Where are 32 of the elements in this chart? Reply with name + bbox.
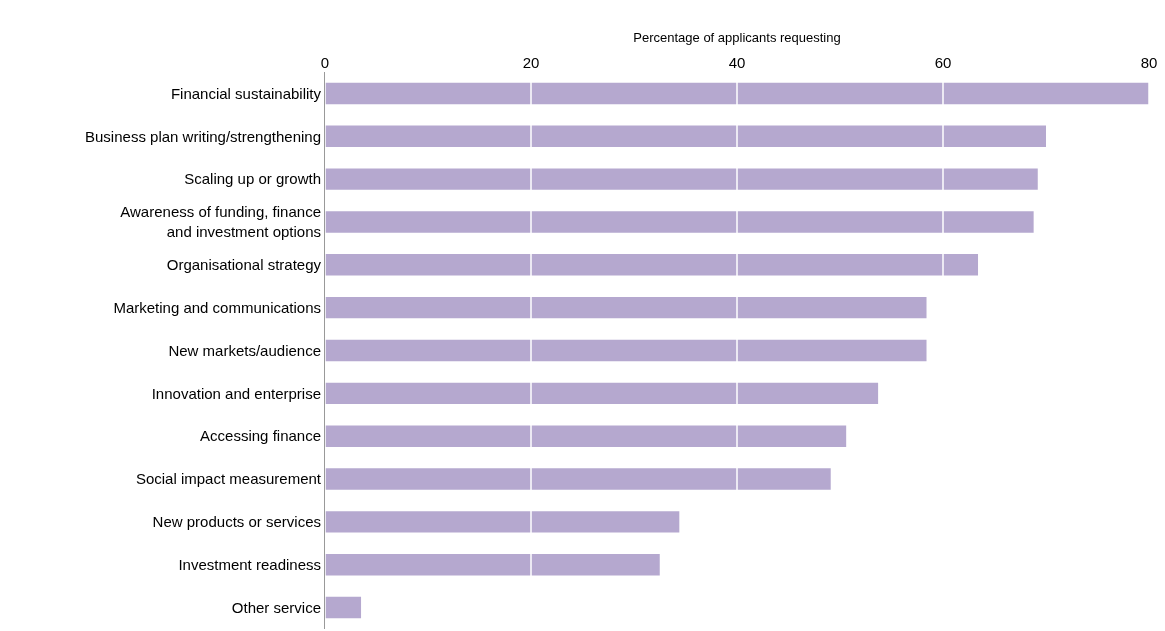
bar (325, 339, 927, 362)
y-tick-label: Awareness of funding, finance and investment options (120, 203, 321, 240)
bar (325, 511, 680, 533)
bar (325, 168, 1038, 190)
bar (325, 425, 847, 447)
x-tick-label: 20 (522, 54, 540, 71)
x-tick-label: 40 (728, 54, 746, 71)
y-tick-label: Investment readiness (178, 555, 321, 573)
bar (325, 211, 1034, 233)
y-tick-label: Organisational strategy (166, 256, 322, 274)
bar (325, 82, 1149, 105)
bar (325, 125, 1046, 147)
x-tick-label: 80 (1140, 54, 1158, 71)
x-axis-title: Percentage of applicants requesting (633, 29, 841, 45)
bar (325, 254, 979, 276)
y-tick-label: Social impact measurement (135, 470, 322, 488)
y-tick-label: Scaling up or growth (184, 170, 321, 188)
y-tick-label: New products or services (152, 513, 321, 531)
y-tick-label: New markets/audience (168, 341, 321, 359)
bar (325, 596, 362, 619)
y-tick-label: Innovation and enterprise (151, 384, 321, 402)
y-tick-label: Accessing finance (200, 427, 321, 445)
y-tick-label: Business plan writing/strengthening (85, 127, 321, 145)
bar (325, 382, 879, 405)
x-tick-label: 0 (320, 54, 330, 71)
bar (325, 296, 927, 319)
y-tick-label: Marketing and communications (113, 298, 321, 316)
y-tick-label: Other service (231, 598, 321, 616)
y-tick-label: Financial sustainability (170, 84, 322, 102)
bar (325, 554, 660, 576)
x-tick-label: 60 (934, 54, 952, 71)
bar (325, 468, 831, 490)
